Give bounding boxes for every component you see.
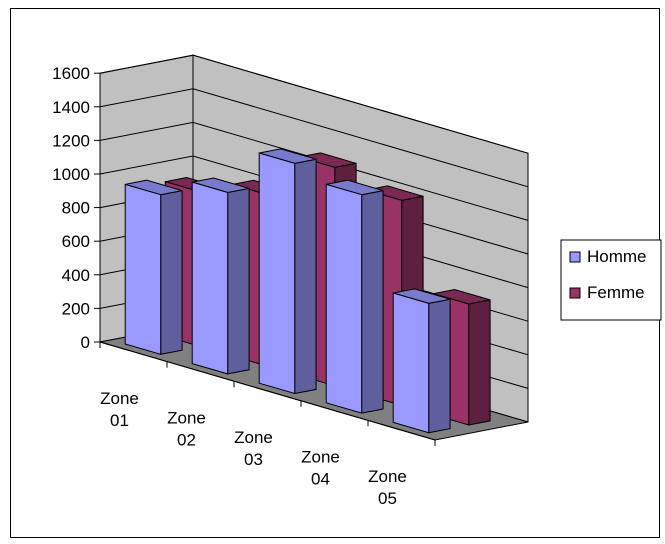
bar-homme (325, 183, 363, 414)
x-tick-label: Zone 02 (167, 408, 206, 449)
bar-side-homme (227, 187, 250, 375)
y-tick-label: 1400 (52, 98, 90, 117)
y-tick-label: 800 (62, 199, 90, 218)
y-tick-label: 600 (62, 232, 90, 251)
legend-swatch (569, 287, 581, 299)
bar-homme (258, 152, 296, 395)
x-tick-label: Zone 04 (301, 448, 340, 489)
x-tick-label-line: Zone (368, 467, 407, 486)
x-tick-label: Zone 05 (368, 467, 407, 508)
bar-side-homme (361, 189, 384, 414)
x-tick-label-line: Zone (234, 428, 273, 447)
y-tick-label: 1000 (52, 165, 90, 184)
x-tick-label-line: Zone (301, 448, 340, 467)
legend-swatch (569, 251, 581, 263)
bar-side-femme (468, 299, 491, 426)
y-tick-label: 400 (62, 266, 90, 285)
bar-homme (124, 183, 162, 355)
legend-label: Femme (587, 283, 645, 302)
x-tick-label-line: 02 (177, 430, 196, 449)
y-tick-label: 1200 (52, 131, 90, 150)
gridline (99, 121, 529, 221)
y-tick-label: 200 (62, 299, 90, 318)
y-tick-label: 0 (81, 333, 90, 352)
bar-side-homme (294, 158, 317, 395)
x-tick-label-line: Zone (100, 389, 139, 408)
x-tick-label: Zone 03 (234, 428, 273, 469)
x-tick-label-line: 01 (110, 411, 129, 430)
bar-side-homme (160, 189, 183, 355)
gridline (99, 54, 529, 154)
bar-homme (392, 292, 430, 434)
x-tick-label-line: 03 (244, 450, 263, 469)
x-tick-label: Zone 01 (100, 389, 139, 430)
gridline (99, 88, 529, 188)
y-tick-label: 1600 (52, 64, 90, 83)
bar-side-homme (428, 298, 451, 434)
x-tick-label-line: Zone (167, 408, 206, 427)
x-tick-label-line: 04 (311, 470, 330, 489)
x-tick-label-line: 05 (378, 489, 397, 508)
legend-label: Homme (587, 247, 647, 266)
x-axis-line (99, 341, 436, 441)
bar-homme (191, 181, 229, 375)
